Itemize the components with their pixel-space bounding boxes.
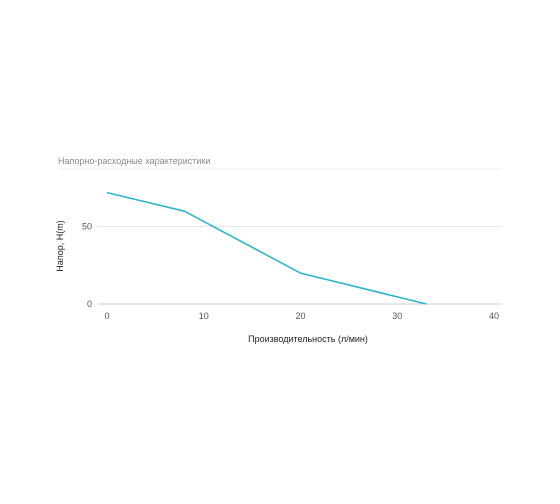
x-tick-label-20: 20 (295, 311, 305, 321)
x-tick-label-40: 40 (489, 311, 499, 321)
y-tick-label-0: 0 (87, 299, 92, 309)
y-axis-label: Напор, H(m) (55, 220, 65, 271)
x-tick-labels: 0 10 20 30 40 (104, 311, 499, 321)
chart-title: Напорно-расходные характеристики (58, 156, 211, 166)
data-point-0 (105, 191, 109, 195)
data-point-3 (424, 302, 428, 306)
x-tick-label-0: 0 (104, 311, 109, 321)
x-tick-label-30: 30 (392, 311, 402, 321)
y-tick-labels: 0 50 (82, 222, 92, 309)
y-tick-label-50: 50 (82, 222, 92, 232)
x-axis-label: Производительность (л/мин) (248, 334, 368, 344)
series-line (106, 191, 427, 305)
series-points (105, 191, 428, 306)
data-point-2 (299, 271, 303, 275)
x-tick-label-10: 10 (199, 311, 209, 321)
data-point-1 (182, 209, 186, 213)
